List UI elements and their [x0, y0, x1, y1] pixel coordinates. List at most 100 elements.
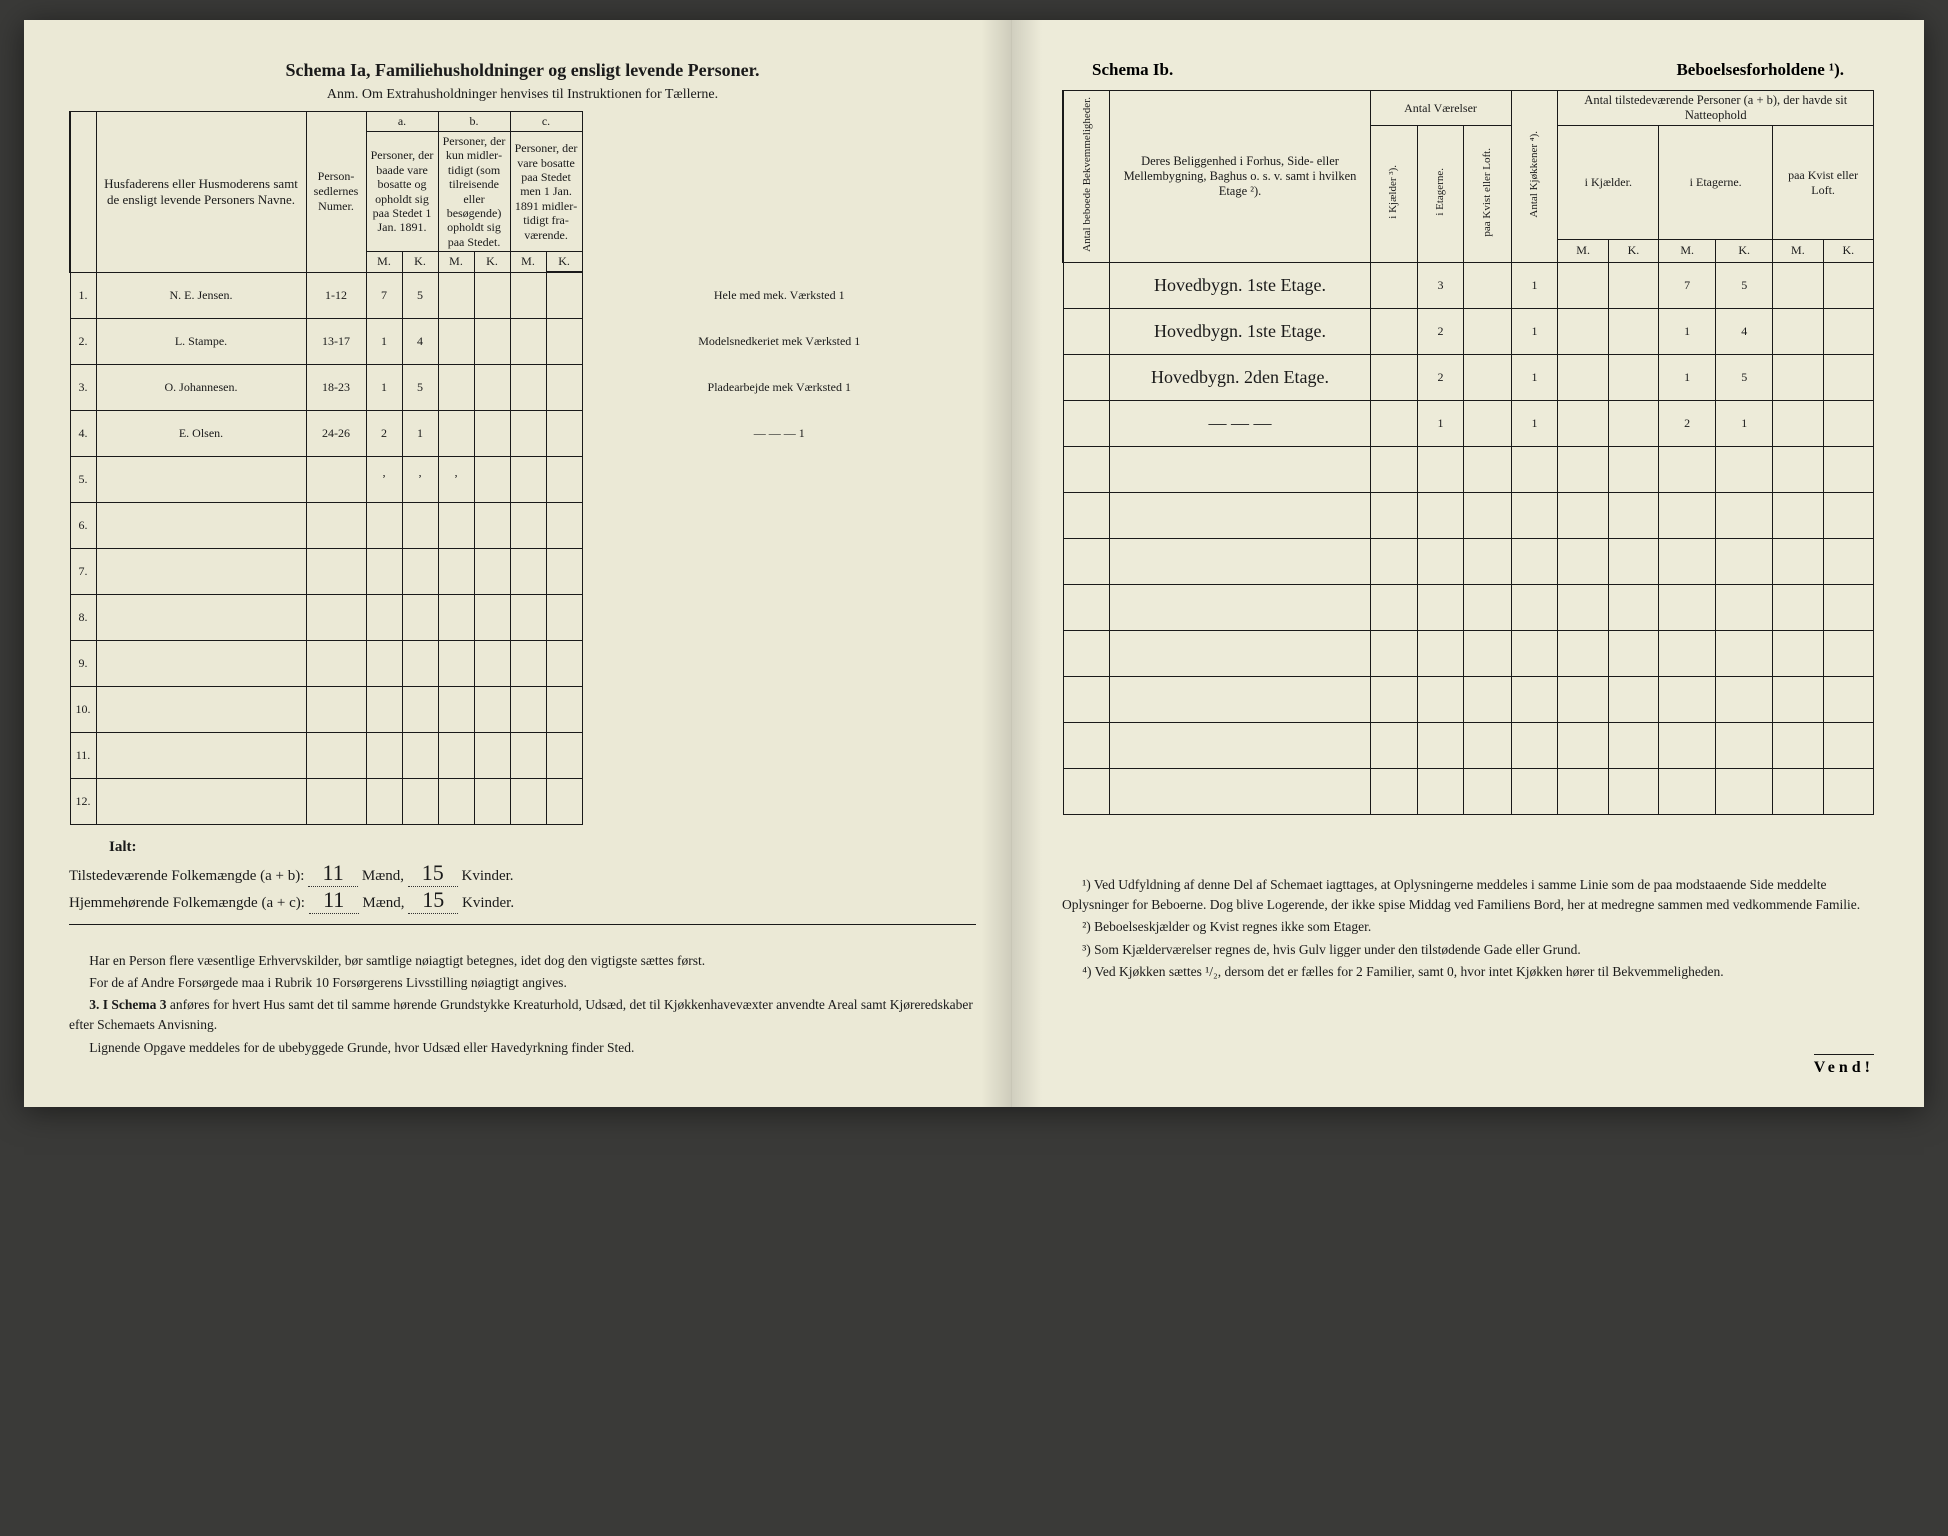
v-kv-val [1464, 308, 1511, 354]
row-number: 3. [70, 364, 96, 410]
footnote-3-body: anføres for hvert Hus samt det til samme… [69, 997, 973, 1032]
v-kjaelder: i Kjælder ³). [1387, 161, 1400, 223]
nkv-m-val [1773, 446, 1823, 492]
table-row: Hovedbygn. 1ste Etage.2114 [1063, 308, 1874, 354]
nkv-k-val [1823, 308, 1873, 354]
beliggenhed-val [1110, 446, 1370, 492]
v-kj-val [1370, 492, 1417, 538]
beliggenhed-val: Hovedbygn. 1ste Etage. [1110, 262, 1370, 308]
c-m-val [510, 686, 546, 732]
person-name: L. Stampe. [96, 318, 306, 364]
person-name: E. Olsen. [96, 410, 306, 456]
nkv-k-val [1823, 676, 1873, 722]
table-row: 11. [70, 732, 976, 778]
nkv-m-val [1773, 768, 1823, 814]
a-k-val [402, 594, 438, 640]
c-k-val [546, 364, 582, 410]
person-name [96, 548, 306, 594]
beliggenhed-val [1110, 768, 1370, 814]
nkj-m-val [1558, 768, 1608, 814]
sedler-num [306, 640, 366, 686]
group-c: c. [510, 112, 582, 132]
a-k-val [402, 548, 438, 594]
person-name [96, 502, 306, 548]
bekv-val [1063, 630, 1110, 676]
footnote-1: Har en Person flere væsentlige Erhvervsk… [69, 951, 976, 971]
b-m-val [438, 364, 474, 410]
nkj-m-val [1558, 492, 1608, 538]
a-m-val [366, 778, 402, 824]
group-b: b. [438, 112, 510, 132]
c-m-val [510, 364, 546, 410]
col-names: Husfaderens eller Husmode­rens samt de e… [96, 112, 306, 273]
v-kv-val [1464, 446, 1511, 492]
bekv-val [1063, 584, 1110, 630]
table-row: Hovedbygn. 2den Etage.2115 [1063, 354, 1874, 400]
v-kv-val [1464, 768, 1511, 814]
sedler-num: 18-23 [306, 364, 366, 410]
left-footnotes: Har en Person flere væsentlige Erhvervsk… [69, 951, 976, 1058]
c-m-val [510, 640, 546, 686]
table-row [1063, 446, 1874, 492]
nkv-k: K. [1823, 240, 1873, 263]
sedler-num [306, 778, 366, 824]
v-kj-val [1370, 354, 1417, 400]
kvinder-label: Kvinder. [461, 868, 513, 884]
v-et-val [1417, 492, 1464, 538]
c-m-val [510, 778, 546, 824]
purple-note: Hele med mek. Værksted 1 [582, 272, 976, 318]
c-m-val [510, 594, 546, 640]
a-m-val [366, 594, 402, 640]
person-name: N. E. Jensen. [96, 272, 306, 318]
nkj-k-val [1608, 308, 1658, 354]
row-number: 8. [70, 594, 96, 640]
nkv-m-val [1773, 354, 1823, 400]
a-m-val [366, 732, 402, 778]
schema-1a-title: Schema Ia, Familiehusholdninger og ensli… [69, 60, 976, 81]
schema-1b-title: Schema Ib. [1092, 60, 1173, 80]
v-kj-val [1370, 584, 1417, 630]
b-k-val [474, 456, 510, 502]
v-etagerne: i Etagerne. [1434, 164, 1447, 220]
net-m-val [1659, 584, 1716, 630]
net-m-val: 7 [1659, 262, 1716, 308]
b-k-val [474, 686, 510, 732]
v-et-val [1417, 584, 1464, 630]
table-row: 12. [70, 778, 976, 824]
b-k-val [474, 272, 510, 318]
nkj-k-val [1608, 538, 1658, 584]
c-m-val [510, 548, 546, 594]
table-row: 6. [70, 502, 976, 548]
a-k-val: 5 [402, 364, 438, 410]
b-k-val [474, 778, 510, 824]
v-et-val [1417, 446, 1464, 492]
beboelses-title: Beboelsesforholdene ¹). [1676, 60, 1844, 80]
row-number: 2. [70, 318, 96, 364]
c-k-val [546, 318, 582, 364]
table-row [1063, 722, 1874, 768]
bekv-val [1063, 400, 1110, 446]
nkj-m-val [1558, 538, 1608, 584]
nkj-m-val [1558, 722, 1608, 768]
c-k-val [546, 456, 582, 502]
row-number: 5. [70, 456, 96, 502]
purple-note [582, 594, 976, 640]
nkj-k-val [1608, 722, 1658, 768]
table-row: 9. [70, 640, 976, 686]
footnote-4-body: Lignende Opgave meddeles for de ubebygge… [89, 1040, 634, 1055]
nkj-m: M. [1558, 240, 1608, 263]
kjok-val: 1 [1511, 262, 1558, 308]
row-number: 6. [70, 502, 96, 548]
footnote-4: Lignende Opgave meddeles for de ubebygge… [69, 1038, 976, 1058]
v-et-val: 3 [1417, 262, 1464, 308]
a-m-val [366, 686, 402, 732]
b-k-val [474, 502, 510, 548]
tot-tilstede-label: Tilstedeværende Folkemængde (a + b): [69, 868, 304, 884]
a-m-val: 2 [366, 410, 402, 456]
maend-label: Mænd, [362, 868, 404, 884]
bekv-val [1063, 446, 1110, 492]
nkj-m-val [1558, 584, 1608, 630]
right-footnotes: ¹) Ved Udfyldning af denne Del af Schema… [1062, 875, 1874, 982]
b-m-val: ʼ [438, 456, 474, 502]
nkj-k: K. [1608, 240, 1658, 263]
